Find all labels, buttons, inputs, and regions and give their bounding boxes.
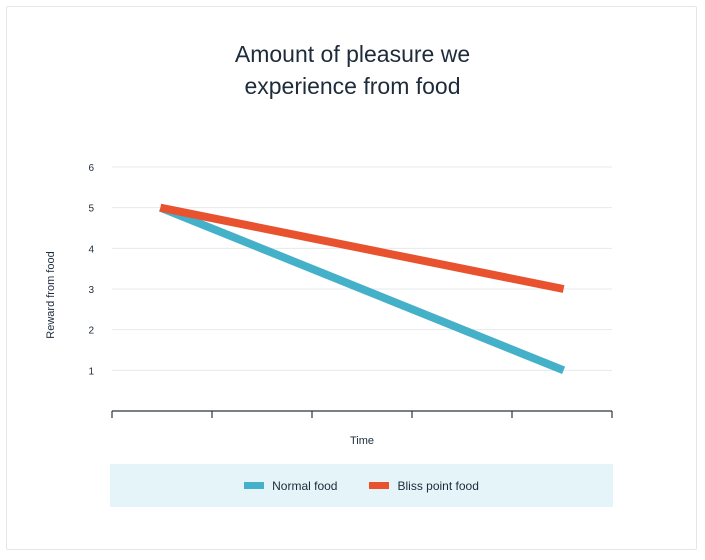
y-axis-label: Reward from food [45, 251, 57, 338]
x-axis [111, 410, 613, 418]
y-tick-label: 1 [88, 366, 94, 377]
chart-plot: 1 2 3 4 5 6 Reward from food Time [45, 163, 613, 447]
y-tick-label: 5 [88, 204, 94, 215]
legend-label-bliss-point-food: Bliss point food [397, 478, 479, 493]
y-tick-label: 3 [88, 285, 94, 296]
series-line-normal-food [158, 203, 566, 375]
series-line-bliss-point-food [159, 203, 565, 293]
series-lines [158, 203, 566, 375]
y-tick-labels: 1 2 3 4 5 6 [88, 163, 94, 377]
x-axis-label: Time [350, 435, 374, 447]
y-tick-label: 4 [88, 244, 94, 255]
legend-swatch-normal-food [244, 482, 265, 489]
legend: Normal food Bliss point food [110, 464, 613, 507]
grid-lines [112, 166, 612, 371]
y-tick-label: 2 [88, 326, 94, 337]
legend-swatch-bliss-point-food [369, 482, 390, 489]
chart-title-line-1: Amount of pleasure we [234, 41, 471, 67]
chart-title: Amount of pleasure we experience from fo… [0, 38, 705, 102]
chart-title-line-2: experience from food [244, 73, 461, 99]
legend-item-bliss-point-food: Bliss point food [369, 478, 479, 493]
legend-item-normal-food: Normal food [244, 479, 337, 493]
chart-frame [6, 6, 697, 550]
legend-label-normal-food: Normal food [272, 478, 338, 493]
y-tick-label: 6 [88, 163, 94, 174]
